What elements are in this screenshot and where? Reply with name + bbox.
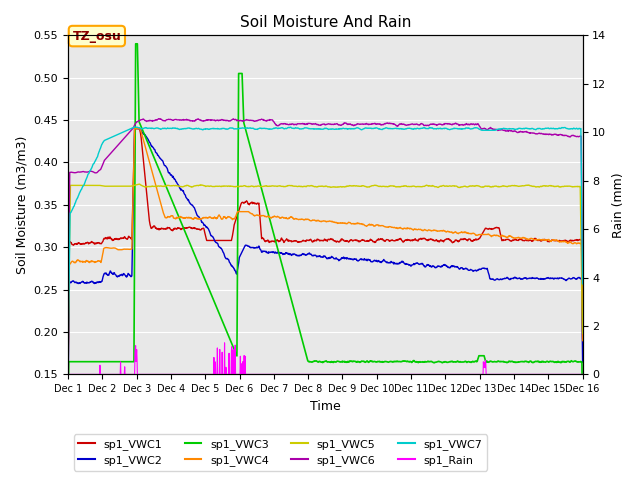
Y-axis label: Rain (mm): Rain (mm) bbox=[612, 172, 625, 238]
Y-axis label: Soil Moisture (m3/m3): Soil Moisture (m3/m3) bbox=[15, 136, 28, 274]
Title: Soil Moisture And Rain: Soil Moisture And Rain bbox=[239, 15, 411, 30]
X-axis label: Time: Time bbox=[310, 400, 340, 413]
Legend: sp1_VWC1, sp1_VWC2, sp1_VWC3, sp1_VWC4, sp1_VWC5, sp1_VWC6, sp1_VWC7, sp1_Rain: sp1_VWC1, sp1_VWC2, sp1_VWC3, sp1_VWC4, … bbox=[74, 434, 487, 470]
Text: TZ_osu: TZ_osu bbox=[72, 30, 121, 43]
